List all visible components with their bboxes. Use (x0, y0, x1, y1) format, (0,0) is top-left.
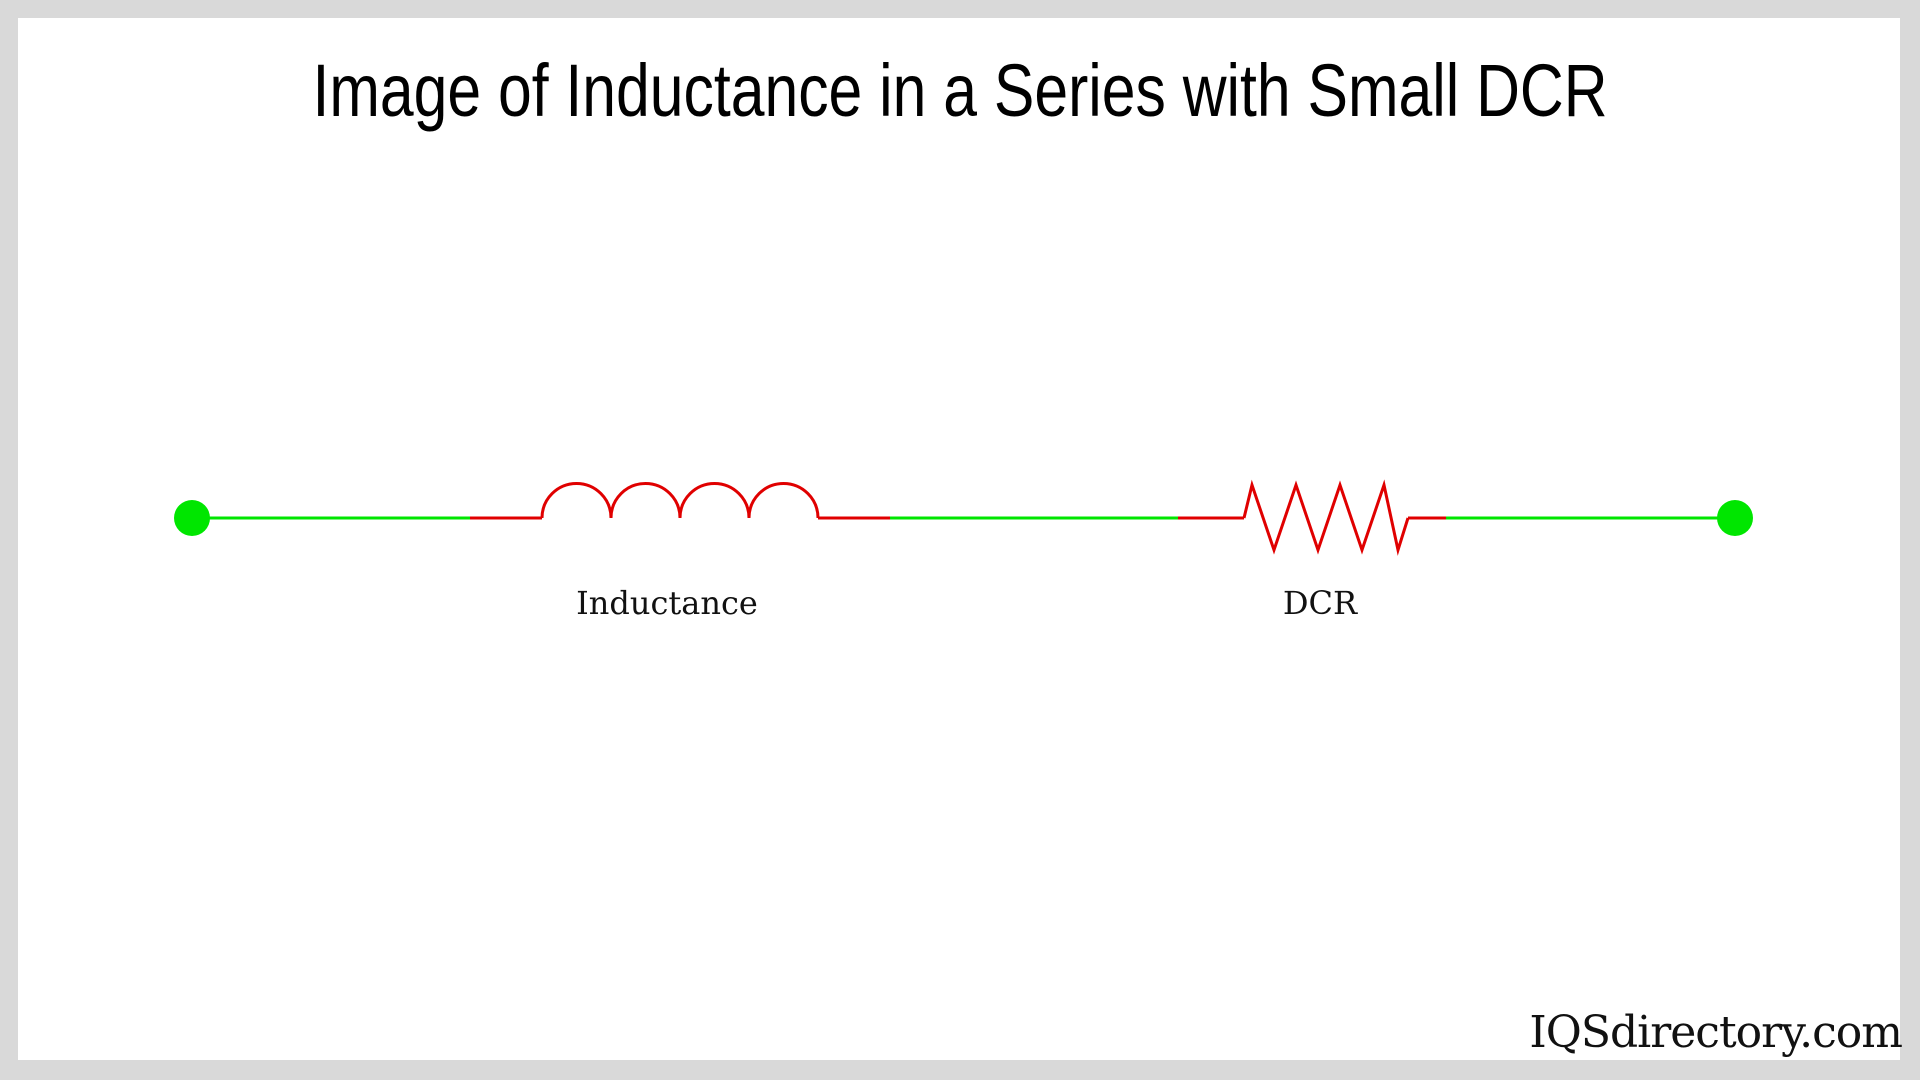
diagram-title: Image of Inductance in a Series with Sma… (312, 49, 1608, 132)
left-terminal (174, 500, 210, 536)
inductance-label: Inductance (576, 584, 758, 622)
right-terminal (1717, 500, 1753, 536)
diagram-canvas (18, 18, 1900, 1060)
resistor-symbol (1242, 479, 1410, 556)
dcr-label: DCR (1282, 584, 1358, 622)
inductor-symbol (540, 482, 820, 519)
iqsdirectory-watermark: IQSdirectory.com (1529, 1007, 1903, 1058)
